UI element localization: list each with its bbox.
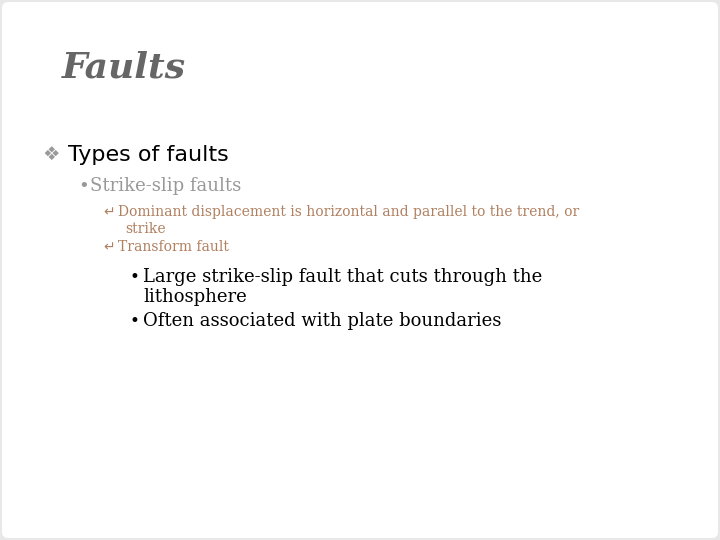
Text: Strike-slip faults: Strike-slip faults	[90, 177, 241, 195]
Text: Dominant displacement is horizontal and parallel to the trend, or: Dominant displacement is horizontal and …	[118, 205, 580, 219]
Text: strike: strike	[125, 222, 166, 236]
Text: ❖: ❖	[42, 145, 60, 164]
Text: ↵: ↵	[103, 240, 114, 254]
Text: Faults: Faults	[62, 50, 186, 84]
Text: •: •	[130, 312, 140, 330]
Text: ↵: ↵	[103, 205, 114, 219]
Text: Transform fault: Transform fault	[118, 240, 229, 254]
Text: Large strike-slip fault that cuts through the: Large strike-slip fault that cuts throug…	[143, 268, 542, 286]
Text: Often associated with plate boundaries: Often associated with plate boundaries	[143, 312, 501, 330]
Text: lithosphere: lithosphere	[143, 288, 247, 306]
Text: •: •	[130, 268, 140, 286]
Text: •: •	[78, 177, 89, 195]
Text: Types of faults: Types of faults	[68, 145, 229, 165]
